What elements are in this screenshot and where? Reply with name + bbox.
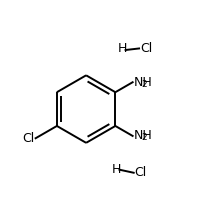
Text: Cl: Cl <box>134 166 147 179</box>
Text: 2: 2 <box>141 80 147 89</box>
Text: NH: NH <box>133 76 152 89</box>
Text: NH: NH <box>133 129 152 142</box>
Text: Cl: Cl <box>23 132 35 145</box>
Text: 2: 2 <box>141 133 147 142</box>
Text: H: H <box>111 163 121 176</box>
Text: H: H <box>117 42 127 55</box>
Text: Cl: Cl <box>140 42 152 55</box>
